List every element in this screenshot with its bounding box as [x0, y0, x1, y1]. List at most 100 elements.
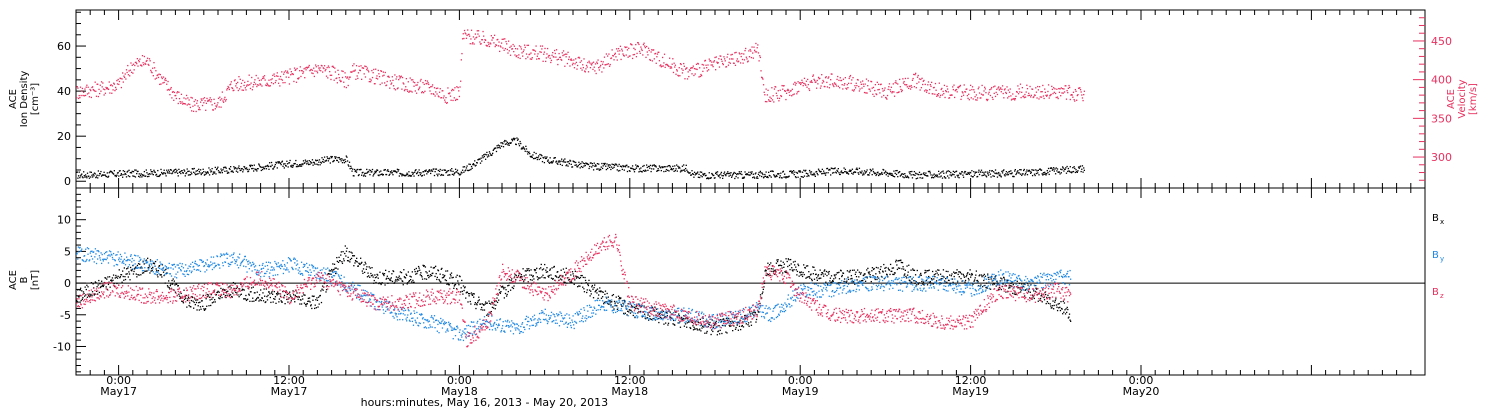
density-point	[338, 156, 340, 159]
bfield-point-bx	[752, 311, 754, 313]
density-point	[84, 174, 87, 176]
bfield-point-bx	[557, 271, 559, 273]
bfield-point-bx	[436, 278, 438, 281]
bfield-point-bx	[107, 276, 109, 278]
bfield-point-bx	[427, 274, 429, 277]
bfield-point-bx	[292, 294, 295, 296]
velocity-tick-label: 400	[1431, 74, 1452, 87]
bfield-point-bx	[817, 275, 819, 277]
bfield-point-bx	[232, 281, 235, 284]
bfield-point-bx	[444, 279, 446, 281]
density-point	[656, 170, 658, 172]
bfield-point-bx	[804, 267, 807, 269]
velocity-point	[913, 85, 916, 88]
bfield-point-bx	[170, 283, 172, 285]
density-point	[978, 169, 980, 171]
bfield-point-bx	[856, 279, 858, 281]
velocity-point	[117, 78, 119, 81]
bfield-point-bx	[775, 262, 778, 264]
bfield-point-bx	[108, 281, 110, 283]
density-point	[575, 161, 577, 164]
density-point	[604, 162, 606, 165]
velocity-point	[572, 62, 574, 64]
velocity-point	[226, 89, 228, 91]
bfield-point-bx	[921, 280, 923, 283]
velocity-point	[656, 53, 659, 55]
density-point	[583, 165, 585, 167]
velocity-point	[311, 72, 313, 74]
density-point	[683, 169, 685, 171]
bfield-point-bx	[284, 303, 286, 305]
velocity-point	[757, 44, 759, 46]
density-point	[184, 175, 186, 177]
density-point	[132, 175, 134, 177]
density-point	[1074, 167, 1076, 170]
velocity-point	[323, 65, 326, 67]
density-point	[674, 169, 677, 172]
density-point	[877, 171, 879, 173]
bfield-point-bx	[569, 278, 571, 281]
density-point	[732, 172, 735, 175]
density-point	[776, 175, 778, 177]
bfield-point-bx	[1034, 290, 1037, 293]
velocity-point	[700, 74, 703, 77]
bfield-point-bx	[260, 289, 262, 291]
velocity-point	[488, 43, 490, 45]
bfield-point-bx	[341, 261, 343, 263]
density-point	[1015, 172, 1018, 174]
density-point	[171, 172, 174, 174]
density-point	[948, 177, 950, 179]
bfield-point-bx	[829, 280, 831, 282]
velocity-point	[472, 42, 474, 44]
velocity-point	[150, 69, 152, 72]
bfield-point-bx	[123, 279, 125, 281]
bfield-point-bx	[1059, 306, 1061, 309]
bfield-point-bx	[729, 321, 732, 323]
velocity-point	[81, 90, 83, 92]
density-point	[686, 169, 688, 171]
velocity-point	[713, 61, 715, 63]
density-point	[884, 171, 886, 174]
density-point	[439, 168, 441, 171]
density-point	[1042, 172, 1045, 174]
bfield-point-bx	[98, 291, 101, 294]
bfield-point-bx	[235, 291, 237, 294]
bfield-point-bx	[268, 291, 270, 293]
velocity-point	[974, 96, 976, 98]
bfield-point-bx	[508, 284, 510, 287]
bfield-point-bx	[278, 301, 280, 303]
density-point	[566, 164, 568, 166]
density-point	[721, 174, 723, 177]
density-point	[197, 173, 199, 175]
density-point	[371, 171, 373, 173]
velocity-point	[1005, 92, 1008, 95]
bfield-point-bx	[400, 271, 403, 274]
density-point	[237, 171, 239, 173]
bfield-point-bx	[412, 279, 414, 282]
bfield-point-bx	[407, 282, 409, 284]
velocity-point	[765, 88, 767, 90]
density-point	[476, 162, 478, 164]
velocity-point	[670, 66, 672, 68]
velocity-point	[193, 100, 195, 103]
density-point	[248, 168, 250, 171]
velocity-point	[926, 89, 928, 92]
bfield-point-bx	[805, 265, 808, 267]
bfield-point-bx	[887, 267, 889, 269]
density-point	[803, 169, 805, 171]
density-point	[206, 171, 209, 173]
bfield-point-bx	[245, 299, 248, 302]
velocity-point	[456, 86, 458, 88]
bfield-point-bx	[989, 288, 992, 290]
velocity-point	[541, 45, 544, 47]
bfield-point-bx	[513, 285, 515, 287]
velocity-point	[635, 43, 637, 46]
bfield-point-bx	[609, 301, 612, 303]
velocity-point	[240, 82, 243, 84]
density-point	[422, 171, 425, 173]
density-point	[778, 172, 780, 175]
density-point	[202, 168, 204, 170]
bfield-point-bx	[395, 276, 398, 278]
density-point	[1030, 172, 1032, 174]
bfield-point-bx	[164, 282, 166, 284]
